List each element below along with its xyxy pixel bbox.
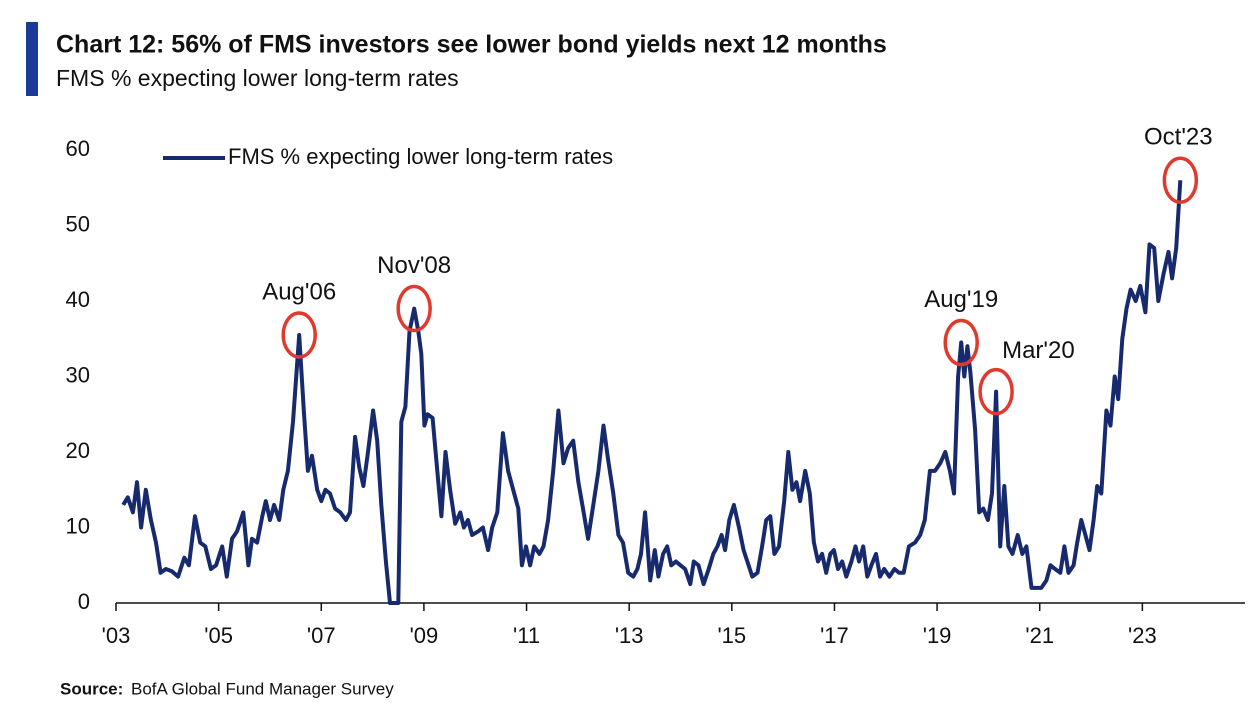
x-tick-label: '03 xyxy=(102,623,131,648)
annotation-label: Aug'06 xyxy=(262,278,336,305)
x-tick-label: '19 xyxy=(923,623,952,648)
y-tick-label: 30 xyxy=(66,362,90,387)
x-tick-label: '11 xyxy=(513,623,540,648)
source-text: BofA Global Fund Manager Survey xyxy=(131,679,394,698)
annotation-circle xyxy=(396,284,432,333)
annotation-circle xyxy=(943,318,979,367)
y-tick-label: 0 xyxy=(78,589,90,614)
y-tick-label: 20 xyxy=(66,438,90,463)
source-label: Source: xyxy=(60,679,123,698)
y-tick-label: 50 xyxy=(66,211,90,236)
annotation-label: Mar'20 xyxy=(1002,337,1075,364)
series-line xyxy=(121,180,1183,605)
title-bar xyxy=(26,22,38,96)
x-tick-label: '13 xyxy=(615,623,644,648)
y-tick-label: 40 xyxy=(66,287,90,312)
annotation-label: Oct'23 xyxy=(1144,124,1213,151)
annotation-circle xyxy=(978,367,1014,416)
chart-subtitle: FMS % expecting lower long-term rates xyxy=(56,65,459,91)
x-tick-label: '15 xyxy=(717,623,746,648)
x-tick-label: '07 xyxy=(307,623,336,648)
chart-title: Chart 12: 56% of FMS investors see lower… xyxy=(56,31,887,59)
x-tick-label: '23 xyxy=(1128,623,1157,648)
x-tick-label: '21 xyxy=(1025,623,1054,648)
x-tick-label: '17 xyxy=(820,623,849,648)
legend-label: FMS % expecting lower long-term rates xyxy=(228,144,613,169)
x-tick-label: '09 xyxy=(410,623,439,648)
annotation-label: Aug'19 xyxy=(924,286,998,313)
y-tick-label: 60 xyxy=(66,136,90,161)
annotation-circle xyxy=(281,311,317,359)
y-tick-label: 10 xyxy=(66,513,90,538)
annotation-circle xyxy=(1162,156,1199,204)
annotation-label: Nov'08 xyxy=(377,252,451,279)
x-tick-label: '05 xyxy=(204,623,233,648)
